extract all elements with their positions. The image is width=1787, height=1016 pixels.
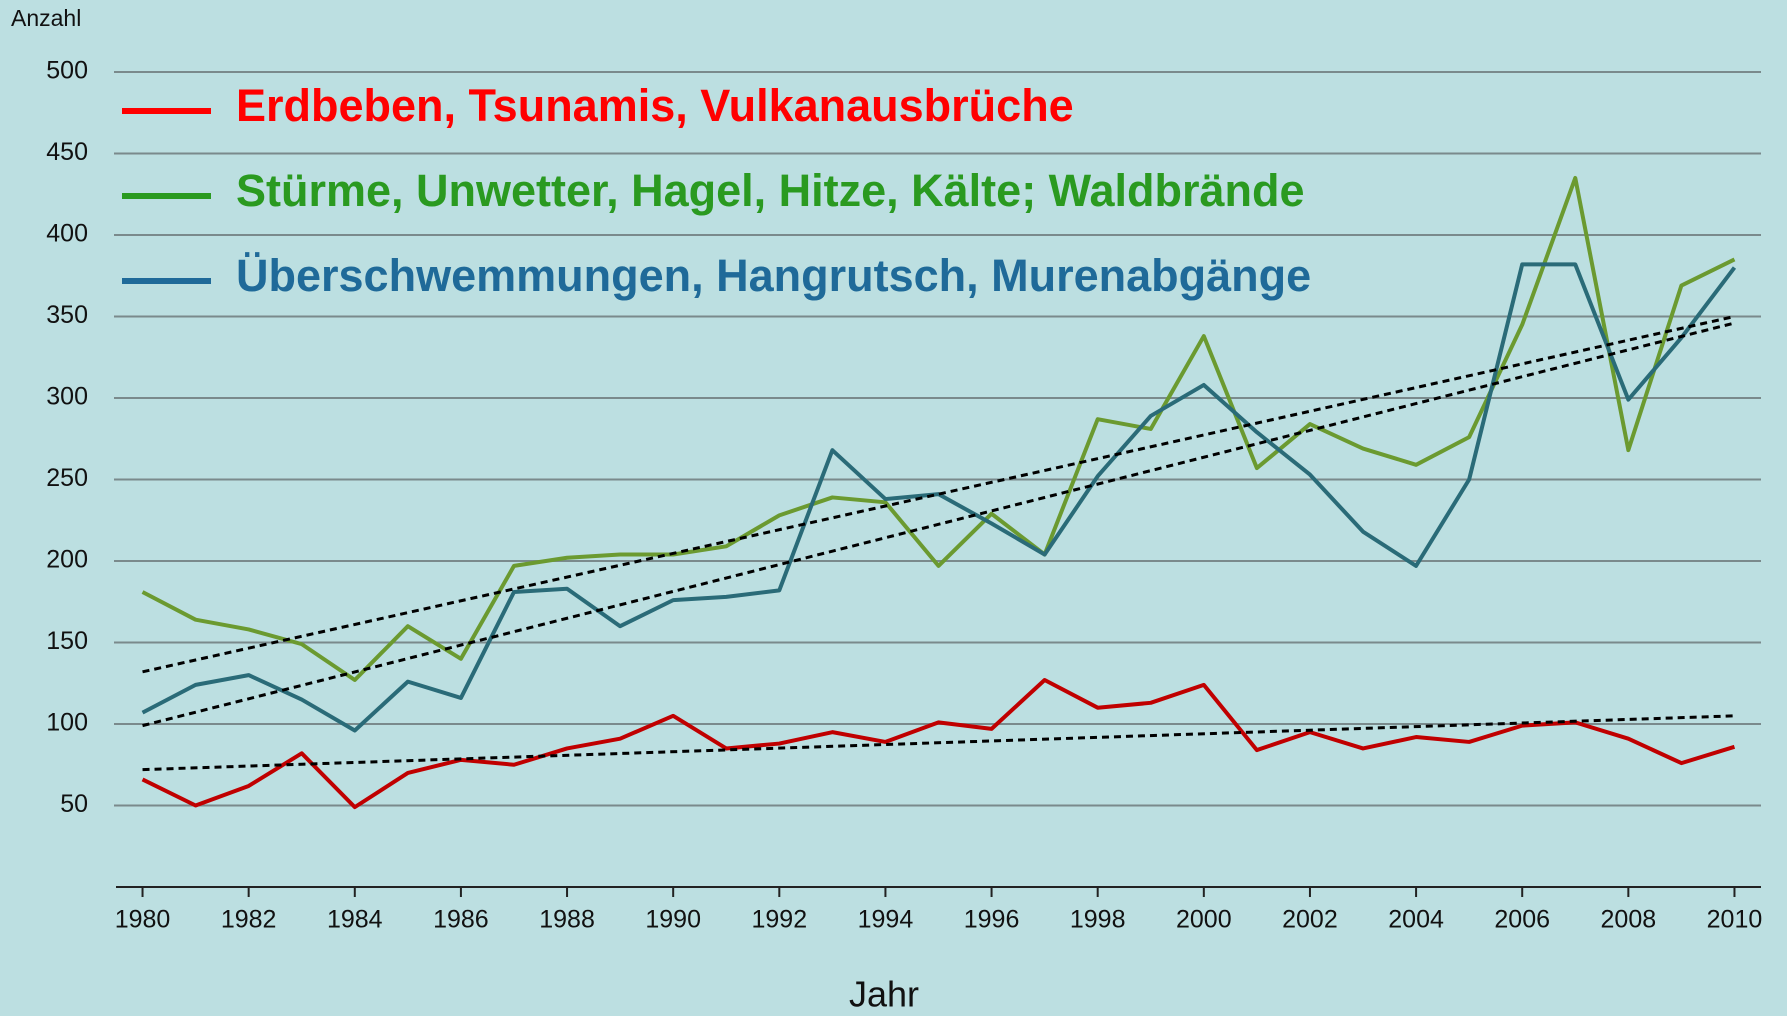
y-tick-label: 350	[46, 301, 88, 329]
y-tick-label: 250	[46, 464, 88, 492]
y-tick-label: 100	[46, 709, 88, 737]
x-tick-label: 2010	[1707, 906, 1763, 934]
x-tick-label: 1994	[858, 906, 914, 934]
x-tick-label: 1986	[433, 906, 489, 934]
x-tick-label: 2002	[1282, 906, 1338, 934]
series-line	[141, 175, 1736, 682]
x-tick-label: 1990	[645, 906, 701, 934]
y-tick-label: 400	[46, 220, 88, 248]
x-tick-label: 1998	[1070, 906, 1126, 934]
y-tick-label: 500	[46, 57, 88, 85]
x-tick-label: 2008	[1601, 906, 1657, 934]
x-tick-label: 1980	[115, 906, 171, 934]
legend-label: Überschwemmungen, Hangrutsch, Murenabgän…	[236, 250, 1311, 301]
x-tick-label: 1988	[539, 906, 595, 934]
trend-line	[142, 321, 1735, 728]
trend-line	[142, 315, 1735, 674]
y-tick-label: 450	[46, 138, 88, 166]
y-axis-label: Anzahl	[11, 5, 81, 31]
legend-label: Stürme, Unwetter, Hagel, Hitze, Kälte; W…	[236, 165, 1305, 216]
y-tick-label: 300	[46, 383, 88, 411]
y-tick-label: 200	[46, 546, 88, 574]
y-tick-label: 150	[46, 627, 88, 655]
legend-label: Erdbeben, Tsunamis, Vulkanausbrüche	[236, 80, 1074, 131]
x-axis-label: Jahr	[849, 974, 919, 1015]
x-tick-label: 2006	[1494, 906, 1550, 934]
x-tick-label: 2000	[1176, 906, 1232, 934]
series-line	[141, 262, 1737, 733]
series-line	[141, 677, 1736, 810]
trend-line	[142, 714, 1735, 772]
x-tick-label: 1982	[221, 906, 277, 934]
x-tick-label: 1992	[751, 906, 807, 934]
x-tick-label: 2004	[1388, 906, 1444, 934]
x-tick-label: 1996	[964, 906, 1020, 934]
y-tick-label: 50	[60, 790, 88, 818]
x-tick-label: 1984	[327, 906, 383, 934]
